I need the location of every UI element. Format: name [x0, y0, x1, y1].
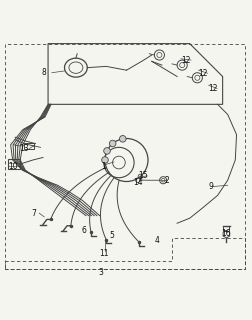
Text: 16: 16	[221, 229, 230, 238]
Text: 13: 13	[19, 144, 28, 153]
Circle shape	[101, 157, 108, 163]
Text: 1: 1	[101, 162, 106, 171]
Text: 9: 9	[208, 182, 213, 191]
Bar	[8, 159, 20, 169]
Text: 6: 6	[81, 226, 86, 235]
Text: 10: 10	[8, 162, 18, 171]
Text: 12: 12	[180, 56, 190, 65]
Text: 11: 11	[99, 249, 108, 258]
Text: 4: 4	[154, 236, 159, 245]
Text: 12: 12	[208, 84, 217, 93]
Bar	[223, 226, 229, 231]
Text: 5: 5	[108, 231, 113, 240]
Circle shape	[109, 140, 115, 147]
Text: 7: 7	[32, 209, 37, 218]
Circle shape	[119, 136, 125, 142]
Text: 14: 14	[133, 178, 142, 187]
Text: 12: 12	[198, 69, 207, 78]
Bar	[24, 143, 34, 148]
Circle shape	[103, 148, 110, 154]
Text: 3: 3	[98, 268, 103, 277]
Text: 2: 2	[164, 176, 169, 185]
Text: 8: 8	[42, 68, 46, 77]
Text: 15: 15	[138, 172, 147, 180]
